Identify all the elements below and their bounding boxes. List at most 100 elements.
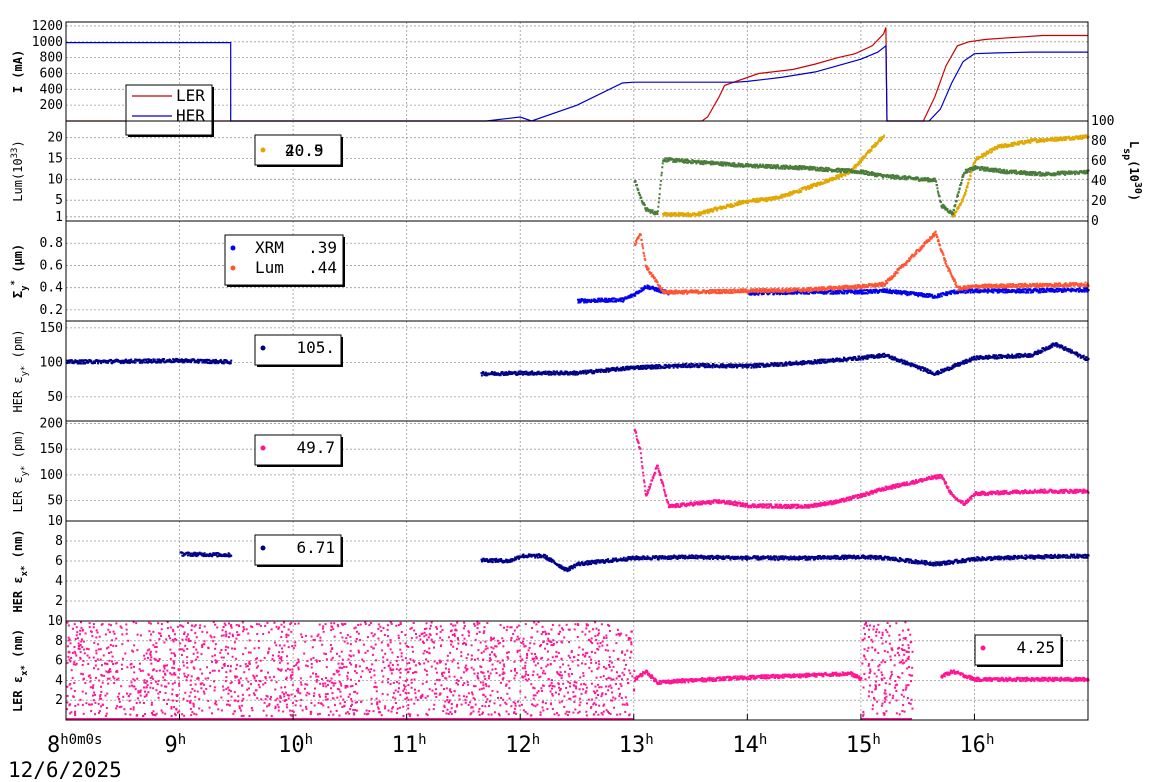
scatter-point bbox=[659, 179, 662, 182]
scatter-point bbox=[801, 167, 804, 170]
scatter-point bbox=[1077, 288, 1080, 291]
scatter-point bbox=[645, 209, 648, 212]
scatter-point bbox=[959, 285, 962, 288]
scatter-point bbox=[986, 289, 989, 292]
scatter-point bbox=[995, 170, 998, 173]
scatter-point bbox=[1014, 283, 1017, 286]
scatter-point bbox=[740, 165, 743, 168]
scatter-point bbox=[582, 298, 585, 301]
scatter-point bbox=[831, 179, 834, 182]
scatter-point bbox=[992, 291, 995, 294]
scatter-point bbox=[1055, 136, 1058, 139]
scatter-point bbox=[860, 289, 863, 292]
scatter-point bbox=[791, 292, 794, 295]
scatter-point bbox=[942, 206, 945, 209]
scatter-point bbox=[644, 364, 647, 367]
scatter-point bbox=[960, 288, 963, 291]
scatter-point bbox=[1078, 287, 1081, 290]
scatter-point bbox=[775, 289, 778, 292]
scatter-point bbox=[955, 284, 958, 287]
scatter-point bbox=[697, 292, 700, 295]
scatter-point bbox=[759, 199, 762, 202]
scatter-point bbox=[1058, 171, 1061, 174]
scatter-point bbox=[709, 162, 712, 165]
scatter-point bbox=[121, 359, 124, 362]
scatter-point bbox=[128, 359, 131, 362]
scatter-point bbox=[1020, 289, 1023, 292]
y2-tick-label: 80 bbox=[1091, 134, 1107, 149]
scatter-point bbox=[1056, 282, 1059, 285]
scatter-point bbox=[770, 288, 773, 291]
legend-value: .44 bbox=[308, 258, 337, 277]
y-tick-label: 0.8 bbox=[40, 236, 63, 251]
scatter-point bbox=[731, 289, 734, 292]
scatter-point bbox=[643, 255, 646, 258]
y-tick-label: 600 bbox=[40, 66, 63, 81]
scatter-point bbox=[711, 210, 714, 213]
scatter-point bbox=[686, 292, 689, 295]
scatter-point bbox=[800, 190, 803, 193]
scatter-point bbox=[818, 169, 821, 172]
scatter-point bbox=[768, 164, 771, 167]
scatter-point bbox=[153, 358, 156, 361]
scatter-point bbox=[220, 360, 223, 363]
scatter-point bbox=[569, 371, 572, 374]
scatter-point bbox=[863, 156, 866, 159]
scatter-point bbox=[1033, 283, 1036, 286]
scatter-point bbox=[753, 163, 756, 166]
scatter-point bbox=[1071, 135, 1074, 138]
scatter-point bbox=[1012, 144, 1015, 147]
y-axis-label: I (mA) bbox=[11, 50, 25, 93]
scatter-point bbox=[988, 283, 991, 286]
scatter-point bbox=[960, 179, 963, 182]
scatter-point bbox=[221, 362, 224, 365]
scatter-point bbox=[930, 237, 933, 240]
scatter-point bbox=[844, 172, 847, 175]
scatter-point bbox=[143, 361, 146, 364]
scatter-point bbox=[878, 291, 881, 294]
y-tick-label: 10 bbox=[47, 172, 63, 187]
scatter-point bbox=[642, 247, 645, 250]
scatter-point bbox=[950, 212, 953, 215]
scatter-point bbox=[881, 284, 884, 287]
scatter-point bbox=[668, 213, 671, 216]
scatter-point bbox=[585, 301, 588, 304]
scatter-point bbox=[713, 289, 716, 292]
scatter-point bbox=[688, 363, 691, 366]
scatter-point bbox=[773, 292, 776, 295]
scatter-point bbox=[605, 297, 608, 300]
scatter-point bbox=[83, 359, 86, 362]
scatter-point bbox=[699, 214, 702, 217]
scatter-point bbox=[1018, 290, 1021, 293]
scatter-point bbox=[928, 179, 931, 182]
scatter-point bbox=[724, 365, 727, 368]
scatter-point bbox=[638, 191, 641, 194]
scatter-point bbox=[781, 288, 784, 291]
scatter-point bbox=[856, 164, 859, 167]
scatter-point bbox=[669, 214, 672, 217]
scatter-point bbox=[1056, 139, 1059, 142]
scatter-point bbox=[894, 176, 897, 179]
scatter-point bbox=[671, 212, 674, 215]
scatter-point bbox=[957, 191, 960, 194]
scatter-point bbox=[887, 176, 890, 179]
scatter-point bbox=[1044, 289, 1047, 292]
scatter-point bbox=[492, 373, 495, 376]
scatter-point bbox=[1076, 135, 1079, 138]
scatter-point bbox=[128, 361, 131, 364]
scatter-point bbox=[861, 158, 864, 161]
scatter-point bbox=[963, 194, 966, 197]
scatter-point bbox=[76, 361, 79, 364]
scatter-point bbox=[996, 169, 999, 172]
scatter-point bbox=[598, 297, 601, 300]
scatter-point bbox=[614, 368, 617, 371]
scatter-point bbox=[1053, 136, 1056, 139]
scatter-point bbox=[983, 290, 986, 293]
scatter-point bbox=[706, 365, 709, 368]
scatter-point bbox=[826, 170, 829, 173]
y-axis-label: Σy* (μm) bbox=[10, 244, 30, 298]
scatter-point bbox=[1039, 172, 1042, 175]
scatter-point bbox=[1022, 288, 1025, 291]
scatter-point bbox=[604, 370, 607, 373]
scatter-point bbox=[745, 165, 748, 168]
